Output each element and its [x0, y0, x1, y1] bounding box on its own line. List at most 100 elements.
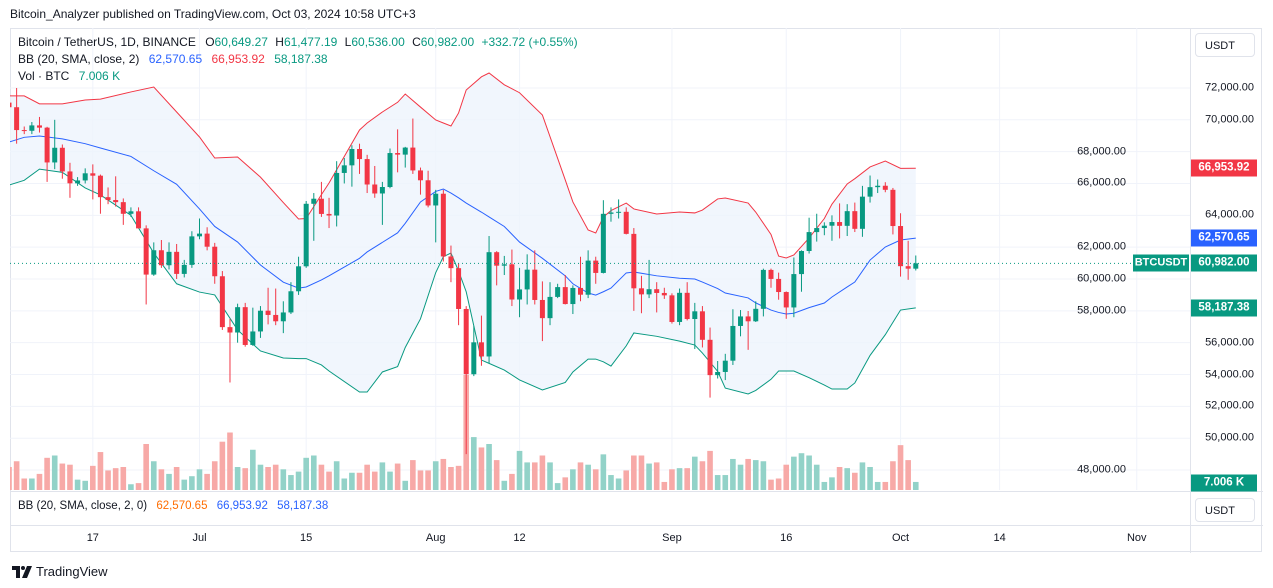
time-tick-label: 17 [86, 532, 99, 544]
candle-body [760, 269, 766, 309]
lower-bb-label[interactable]: BB (20, SMA, close, 2, 0) [18, 500, 148, 512]
volume-bar [97, 452, 104, 490]
volume-bar [608, 475, 614, 490]
candle-body [898, 226, 904, 267]
candle-body [105, 197, 111, 201]
volume-bar [242, 468, 249, 490]
volume-bar [775, 478, 782, 490]
price-tick-label: 66,000.00 [1077, 176, 1126, 189]
bollinger-basis-line [10, 135, 916, 315]
candle-body [242, 307, 248, 345]
candle-body [273, 314, 279, 322]
volume-bar [737, 464, 744, 490]
candle-body [151, 250, 157, 275]
bb-label[interactable]: BB (20, SMA, close, 2) [18, 52, 140, 66]
volume-bar [29, 478, 35, 490]
lower-bb-value-2: 66,953.92 [216, 500, 268, 512]
candle-body [555, 287, 561, 297]
candle-body [539, 299, 545, 319]
volume-bar [760, 461, 767, 490]
candle-body [440, 193, 446, 257]
candle-body [867, 187, 873, 197]
currency-unit-button[interactable]: USDT [1195, 33, 1255, 57]
volume-bar [311, 455, 317, 490]
volume-bar [600, 454, 607, 490]
candle-body [646, 289, 652, 295]
volume-bar [448, 467, 454, 490]
candle-body [638, 288, 644, 295]
candle-body [692, 311, 698, 320]
price-marker-label: 62,570.65 [1191, 229, 1257, 247]
volume-bar [143, 444, 149, 490]
candle-body [882, 185, 888, 190]
price-tick-label: 62,000.00 [1077, 240, 1126, 253]
volume-bar [21, 478, 28, 490]
candle-body [776, 278, 782, 293]
candle-body [600, 213, 606, 273]
volume-bar [562, 477, 569, 490]
candle-body [608, 212, 614, 214]
volume-bar [44, 457, 50, 490]
volume-bar [730, 458, 736, 490]
volume-label[interactable]: Vol · BTC [18, 69, 70, 83]
candle-body [745, 316, 751, 322]
volume-bar [661, 481, 668, 490]
volume-bar [440, 458, 447, 490]
candle-body [417, 170, 423, 181]
low-value: 60,536.00 [351, 35, 405, 49]
candle-body [844, 211, 850, 226]
time-tick-label: Sep [662, 532, 682, 544]
candle-body [486, 252, 492, 357]
symbol-title[interactable]: Bitcoin / TetherUS, 1D, BINANCE [18, 35, 196, 49]
low-label: L [344, 35, 352, 49]
candle-body [463, 308, 469, 375]
time-tick-label: Aug [425, 532, 446, 544]
volume-bar [516, 450, 523, 490]
time-tick-label: 14 [993, 532, 1006, 544]
volume-bar [471, 437, 477, 490]
candle-body [699, 311, 705, 340]
candle-body [311, 198, 317, 204]
volume-bar [890, 461, 896, 490]
volume-bar [859, 462, 866, 490]
pane-divider[interactable] [10, 491, 1263, 492]
candle-body [837, 222, 843, 226]
candle-body [67, 171, 73, 184]
price-chart[interactable] [10, 28, 1190, 490]
candle-body [402, 147, 408, 155]
high-value: 61,477.19 [283, 35, 338, 49]
candle-body [387, 153, 393, 188]
candle-body [798, 250, 804, 275]
candle-body [296, 266, 302, 292]
volume-bar [547, 462, 553, 490]
close-value: 60,982.00 [420, 35, 475, 49]
candle-body [570, 287, 576, 305]
candle-body [250, 331, 256, 345]
time-tick-label: 16 [780, 532, 793, 544]
volume-bar [234, 467, 241, 490]
candle-body [265, 310, 271, 315]
volume-bar [59, 463, 66, 490]
volume-bar [135, 483, 142, 490]
volume-bar [912, 481, 919, 490]
candle-body [875, 185, 881, 188]
volume-value: 7.006 K [78, 69, 121, 83]
volume-bar [326, 471, 332, 490]
volume-bar [387, 471, 393, 490]
candle-body [433, 193, 439, 206]
volume-bar [250, 449, 256, 490]
candle-body [181, 264, 187, 274]
volume-bar [173, 467, 180, 490]
time-tick-label: Oct [891, 532, 910, 544]
volume-bar [105, 470, 111, 490]
candle-body [677, 292, 683, 322]
volume-bar [288, 475, 294, 490]
published-by-text: Bitcoin_Analyzer published on TradingVie… [10, 7, 416, 21]
tradingview-logo-icon [12, 565, 32, 578]
volume-bar [181, 479, 188, 490]
candle-body [334, 172, 340, 216]
tradingview-logo[interactable]: TradingView [12, 564, 108, 579]
volume-bar [501, 480, 508, 490]
lower-pane-unit-button[interactable]: USDT [1195, 498, 1255, 522]
candle-body [715, 371, 721, 376]
